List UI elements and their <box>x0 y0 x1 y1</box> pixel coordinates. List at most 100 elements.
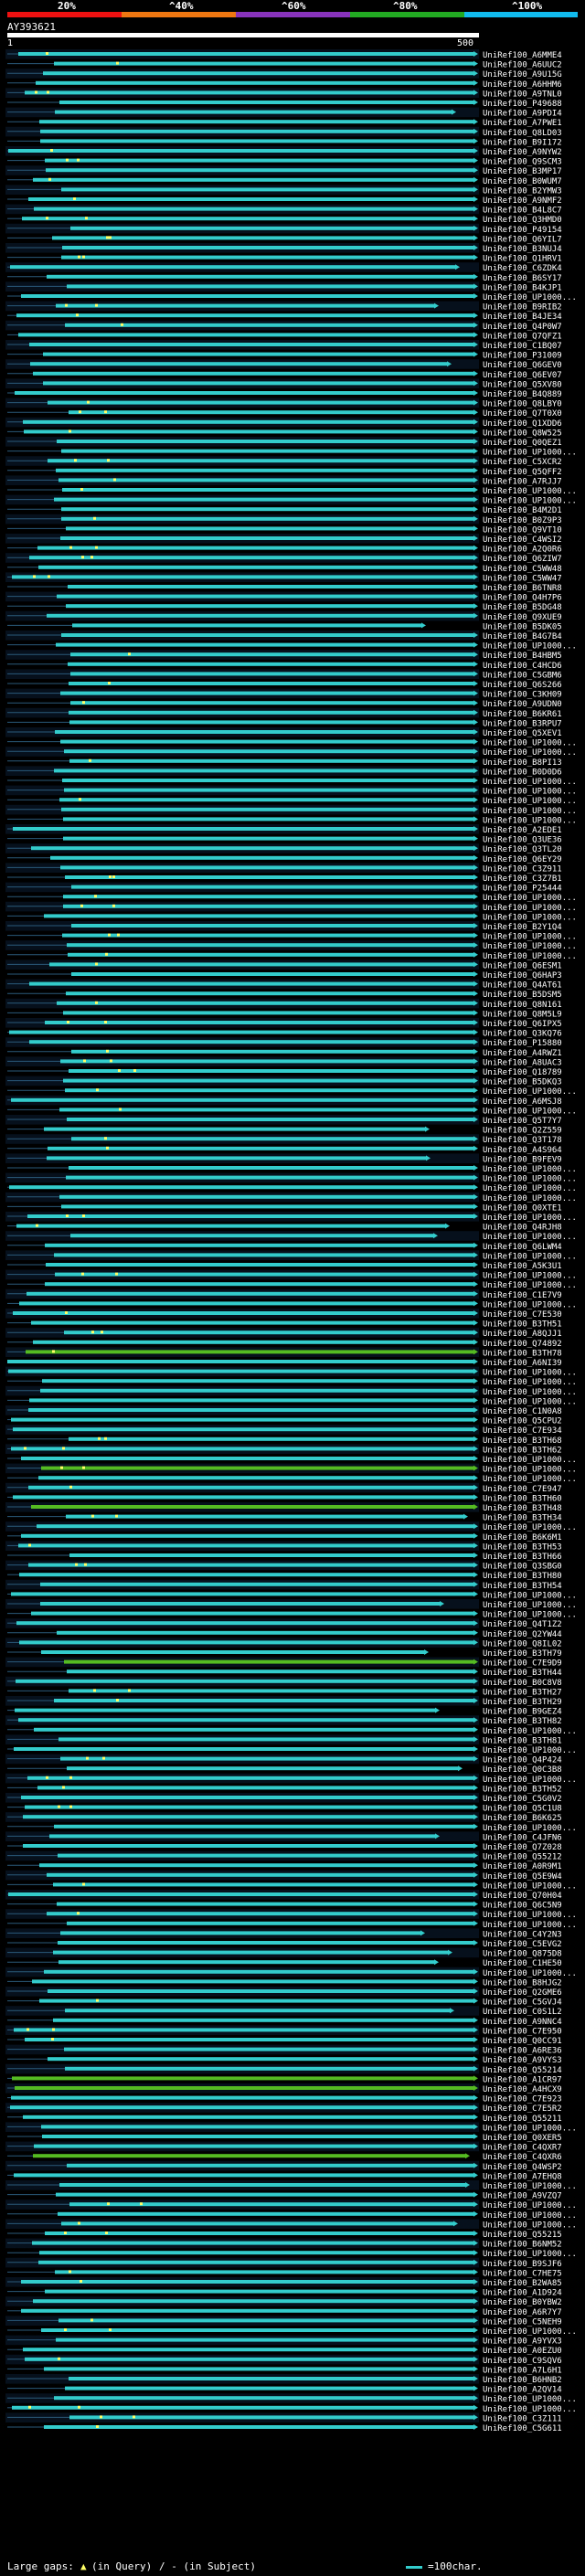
hit-bar[interactable] <box>61 1204 473 1209</box>
hit-bar[interactable] <box>40 139 473 143</box>
hit-row[interactable]: UniRef100_C6ZDK4 <box>5 262 562 273</box>
hit-row[interactable]: UniRef100_B3MP17 <box>5 165 562 176</box>
hit-label[interactable]: UniRef100_Q5XEV1 <box>483 729 562 738</box>
hit-row[interactable]: UniRef100_A4S964 <box>7 1145 562 1155</box>
hit-bar[interactable] <box>44 1969 473 1974</box>
hit-bar[interactable] <box>38 1476 473 1480</box>
hit-label[interactable]: UniRef100_B4KJP1 <box>483 283 562 292</box>
hit-row[interactable]: UniRef100_UP1000... <box>7 1610 577 1620</box>
hit-bar[interactable] <box>64 1330 473 1335</box>
hit-bar[interactable] <box>40 129 473 133</box>
hit-label[interactable]: UniRef100_UP1000... <box>483 2201 577 2210</box>
hit-bar[interactable] <box>28 197 473 201</box>
hit-bar[interactable] <box>67 1766 458 1771</box>
hit-bar[interactable] <box>23 2348 473 2352</box>
hit-bar[interactable] <box>56 468 473 472</box>
hit-bar[interactable] <box>65 875 473 879</box>
hit-label[interactable]: UniRef100_UP1000... <box>483 2124 577 2133</box>
hit-bar[interactable] <box>34 2144 473 2148</box>
hit-bar[interactable] <box>25 2357 473 2361</box>
hit-bar[interactable] <box>18 52 473 56</box>
hit-label[interactable]: UniRef100_B5DG48 <box>483 603 562 612</box>
hit-label[interactable]: UniRef100_Q6C5N9 <box>483 1902 562 1911</box>
hit-row[interactable]: UniRef100_Q55215 <box>7 2231 562 2240</box>
hit-row[interactable]: UniRef100_Q3UE36 <box>7 835 562 845</box>
hit-label[interactable]: UniRef100_A8UAC3 <box>483 1058 562 1067</box>
hit-bar[interactable] <box>59 2183 465 2187</box>
hit-bar[interactable] <box>61 507 473 512</box>
hit-bar[interactable] <box>44 914 473 918</box>
hit-bar[interactable] <box>18 333 473 337</box>
hit-bar[interactable] <box>66 1514 463 1519</box>
hit-label[interactable]: UniRef100_C7E934 <box>483 1426 562 1436</box>
hit-row[interactable]: UniRef100_B3TH53 <box>5 1541 562 1552</box>
hit-bar[interactable] <box>32 2241 473 2245</box>
hit-bar[interactable] <box>27 1214 473 1218</box>
hit-label[interactable]: UniRef100_Q6EY29 <box>483 855 562 864</box>
hit-row[interactable]: UniRef100_UP1000... <box>7 1882 577 1891</box>
hit-row[interactable]: UniRef100_B9RIB2 <box>5 301 562 313</box>
hit-row[interactable]: UniRef100_UP1000... <box>5 1463 577 1475</box>
hit-label[interactable]: UniRef100_B4HBM5 <box>483 652 562 661</box>
hit-label[interactable]: UniRef100_C4HCD6 <box>483 662 562 671</box>
hit-row[interactable]: UniRef100_B4L8C7 <box>5 204 562 216</box>
hit-label[interactable]: UniRef100_B6NM52 <box>483 2241 562 2250</box>
hit-bar[interactable] <box>67 1670 473 1674</box>
hit-label[interactable]: UniRef100_C5G0V2 <box>483 1795 562 1804</box>
hit-bar[interactable] <box>65 1088 473 1093</box>
hit-row[interactable]: UniRef100_UP1000... <box>7 1107 577 1116</box>
hit-row[interactable]: UniRef100_C4QXR7 <box>5 2141 562 2153</box>
hit-bar[interactable] <box>54 2396 473 2401</box>
hit-bar[interactable] <box>23 419 473 424</box>
hit-row[interactable]: UniRef100_UP1000... <box>5 747 577 758</box>
hit-label[interactable]: UniRef100_UP1000... <box>483 1175 577 1184</box>
hit-label[interactable]: UniRef100_UP1000... <box>483 788 577 797</box>
hit-row[interactable]: UniRef100_C4WSI2 <box>5 534 562 545</box>
hit-label[interactable]: UniRef100_UP1000... <box>483 1184 577 1193</box>
hit-bar[interactable] <box>70 1234 433 1238</box>
hit-row[interactable]: UniRef100_P25444 <box>5 882 562 894</box>
hit-label[interactable]: UniRef100_Q3KQ76 <box>483 1030 562 1039</box>
hit-row[interactable]: UniRef100_Q0QEZ1 <box>5 437 562 448</box>
hit-row[interactable]: UniRef100_Q5E9W4 <box>5 1870 562 1882</box>
hit-row[interactable]: UniRef100_B9FEV9 <box>5 1153 562 1164</box>
hit-bar[interactable] <box>47 1872 473 1877</box>
hit-row[interactable]: UniRef100_Q6S266 <box>7 681 562 690</box>
hit-row[interactable]: UniRef100_Q875D8 <box>5 1947 562 1959</box>
hit-label[interactable]: UniRef100_Q0XER5 <box>483 2134 562 2143</box>
hit-bar[interactable] <box>58 2211 473 2216</box>
hit-bar[interactable] <box>40 1602 440 1606</box>
hit-bar[interactable] <box>22 217 473 221</box>
hit-row[interactable]: UniRef100_Q2YW44 <box>7 1629 562 1639</box>
hit-row[interactable]: UniRef100_UP1000... <box>5 2219 577 2230</box>
hit-row[interactable]: UniRef100_B3TH81 <box>5 1734 562 1745</box>
hit-bar[interactable] <box>67 2163 473 2168</box>
hit-bar[interactable] <box>57 1902 473 1906</box>
hit-label[interactable]: UniRef100_UP1000... <box>483 1475 577 1484</box>
hit-label[interactable]: UniRef100_P15880 <box>483 1039 562 1048</box>
hit-label[interactable]: UniRef100_Q4H7P6 <box>483 594 562 603</box>
hit-label[interactable]: UniRef100_UP1000... <box>483 1378 577 1387</box>
hit-label[interactable]: UniRef100_UP1000... <box>483 1882 577 1891</box>
hit-label[interactable]: UniRef100_UP1000... <box>483 739 577 748</box>
hit-bar[interactable] <box>56 2337 473 2342</box>
hit-row[interactable]: UniRef100_UP1000... <box>7 738 577 748</box>
hit-bar[interactable] <box>58 1960 434 1965</box>
hit-bar[interactable] <box>71 924 473 928</box>
hit-label[interactable]: UniRef100_A0R9M1 <box>483 1862 562 1871</box>
hit-row[interactable]: UniRef100_C5G0V2 <box>5 1793 562 1804</box>
hit-bar[interactable] <box>68 662 473 666</box>
hit-bar[interactable] <box>68 585 473 588</box>
hit-row[interactable]: UniRef100_A9YVX3 <box>5 2335 562 2347</box>
hit-bar[interactable] <box>59 1194 473 1199</box>
hit-label[interactable]: UniRef100_UP1000... <box>483 807 577 816</box>
hit-bar[interactable] <box>15 391 473 395</box>
hit-label[interactable]: UniRef100_C7E5R2 <box>483 2104 562 2114</box>
hit-bar[interactable] <box>69 1689 473 1693</box>
hit-label[interactable]: UniRef100_A6UUC2 <box>483 61 562 70</box>
hit-row[interactable]: UniRef100_UP1000... <box>7 951 577 961</box>
hit-row[interactable]: UniRef100_Q4P0W7 <box>5 320 562 332</box>
hit-bar[interactable] <box>65 2009 450 2013</box>
hit-bar[interactable] <box>69 1069 473 1073</box>
hit-bar[interactable] <box>10 2105 473 2110</box>
